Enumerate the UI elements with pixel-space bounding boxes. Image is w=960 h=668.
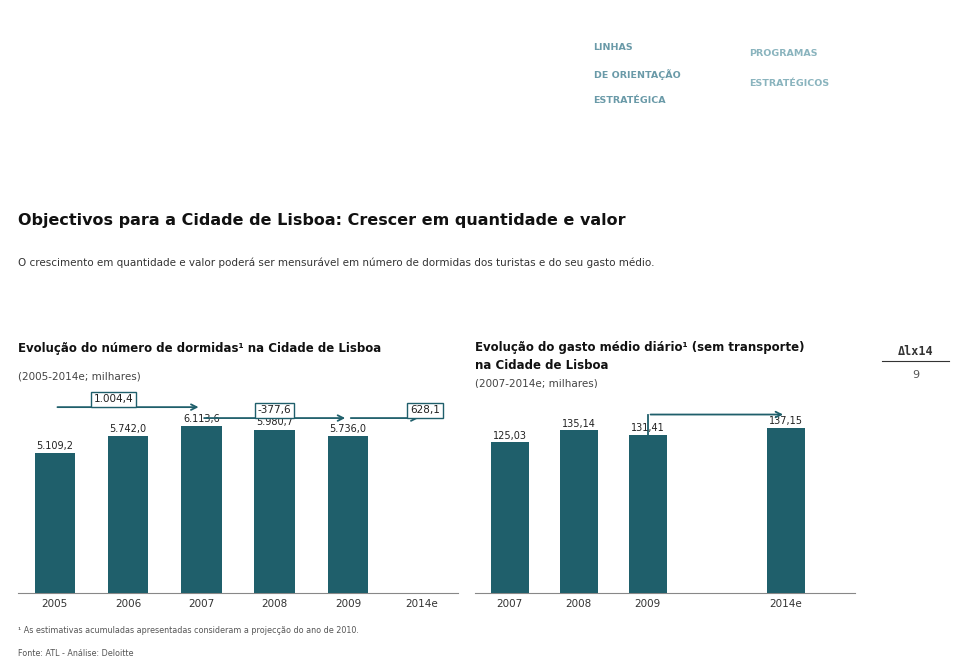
Text: 5.109,2: 5.109,2 bbox=[36, 441, 73, 451]
Text: 5.980,7: 5.980,7 bbox=[256, 418, 293, 428]
Text: (2007-2014e; milhares): (2007-2014e; milhares) bbox=[475, 379, 598, 389]
Text: PROGRAMAS: PROGRAMAS bbox=[750, 49, 818, 59]
Text: Evolução do gasto médio diário¹ (sem transporte): Evolução do gasto médio diário¹ (sem tra… bbox=[475, 341, 804, 354]
Text: (turistas e excursionistas) nacionais e internacionais: (turistas e excursionistas) nacionais e … bbox=[507, 321, 838, 331]
Text: -377,6: -377,6 bbox=[258, 405, 292, 415]
Text: LINHAS: LINHAS bbox=[593, 43, 634, 53]
Text: 135,14: 135,14 bbox=[562, 419, 595, 429]
Text: Objectivos para a Cidade de Lisboa: Crescer em quantidade e valor: Objectivos para a Cidade de Lisboa: Cres… bbox=[18, 213, 626, 228]
Text: 1.004,4: 1.004,4 bbox=[93, 394, 133, 404]
Text: Evolução do número de dormidas¹ na Cidade de Lisboa: Evolução do número de dormidas¹ na Cidad… bbox=[18, 342, 381, 355]
Text: DE ORIENTAÇÃO: DE ORIENTAÇÃO bbox=[593, 69, 681, 80]
Text: Aumentar o gasto médio dos visitantes: Aumentar o gasto médio dos visitantes bbox=[550, 301, 795, 311]
Text: Δlx14: Δlx14 bbox=[898, 345, 933, 358]
Text: 131,41: 131,41 bbox=[631, 424, 664, 434]
Text: O crescimento em quantidade e valor poderá ser mensurável em número de dormidas : O crescimento em quantidade e valor pode… bbox=[18, 257, 655, 268]
Text: (2005-2014e; milhares): (2005-2014e; milhares) bbox=[18, 371, 141, 381]
Text: 9: 9 bbox=[912, 371, 919, 381]
Bar bbox=[108, 436, 148, 593]
Text: ESTRATÉGICA: ESTRATÉGICA bbox=[593, 96, 666, 106]
Bar bbox=[560, 430, 598, 593]
Bar bbox=[767, 428, 804, 593]
Text: 5.742,0: 5.742,0 bbox=[109, 424, 147, 434]
Text: 6.113,6: 6.113,6 bbox=[183, 413, 220, 424]
Bar bbox=[629, 435, 667, 593]
Text: VISÃO ESTRATÉGICA: VISÃO ESTRATÉGICA bbox=[408, 43, 516, 53]
Text: ESTRATÉGICOS: ESTRATÉGICOS bbox=[750, 79, 829, 88]
Text: PARA O TURISMO: PARA O TURISMO bbox=[408, 70, 500, 79]
Bar bbox=[35, 454, 75, 593]
Text: 5.736,0: 5.736,0 bbox=[329, 424, 367, 434]
Text: dos turistas nacionais e internacionais: dos turistas nacionais e internacionais bbox=[118, 321, 360, 331]
Text: DE LISBOA: DE LISBOA bbox=[408, 96, 465, 106]
Text: 125,03: 125,03 bbox=[492, 431, 526, 441]
Text: Aumentar o número de dormidas: Aumentar o número de dormidas bbox=[136, 301, 342, 311]
Bar bbox=[327, 436, 369, 593]
Text: 137,15: 137,15 bbox=[769, 416, 803, 426]
Text: 628,1: 628,1 bbox=[410, 405, 440, 415]
Bar bbox=[181, 426, 222, 593]
Bar bbox=[491, 442, 529, 593]
Text: Fonte: ATL - Análise: Deloitte: Fonte: ATL - Análise: Deloitte bbox=[18, 649, 133, 658]
Text: na Cidade de Lisboa: na Cidade de Lisboa bbox=[475, 359, 609, 372]
Text: ¹ As estimativas acumuladas apresentadas consideram a projecção do ano de 2010.: ¹ As estimativas acumuladas apresentadas… bbox=[18, 626, 359, 635]
Bar bbox=[254, 430, 295, 593]
